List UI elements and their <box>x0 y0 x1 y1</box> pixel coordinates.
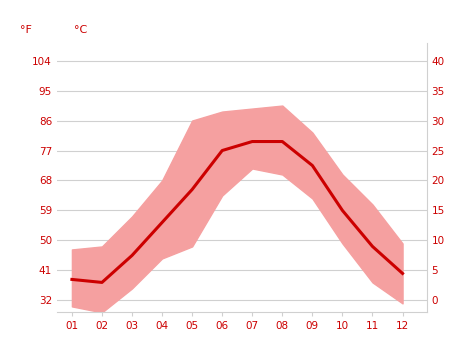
Text: °C: °C <box>74 24 88 34</box>
Text: °F: °F <box>19 24 31 34</box>
